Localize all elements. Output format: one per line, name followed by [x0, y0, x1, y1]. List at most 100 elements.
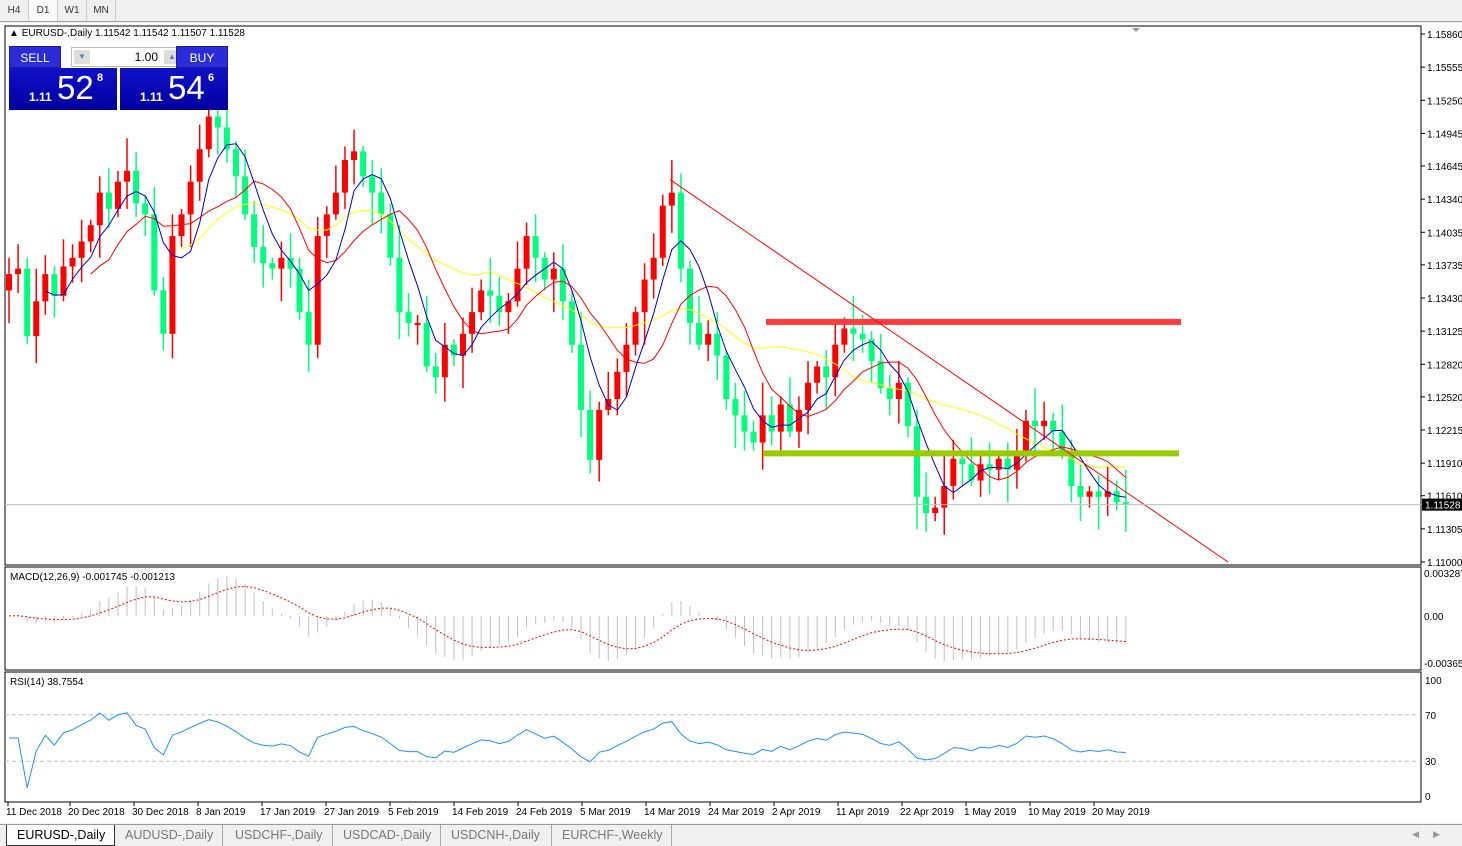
candle-body [323, 214, 330, 237]
chart-shift-marker-icon [1132, 28, 1140, 32]
candle-body [133, 170, 140, 204]
candle-body [6, 274, 12, 291]
candle-body [1050, 420, 1057, 432]
candle-body [868, 339, 875, 362]
candle-body [841, 328, 848, 345]
support-level-line[interactable] [763, 450, 1179, 457]
tab-usdcnh-daily[interactable]: USDCNH-,Daily [441, 825, 552, 846]
candle-body [995, 458, 1002, 470]
ma-mid-line [90, 180, 1127, 481]
candle-body [314, 236, 321, 345]
date-tick-label: 2 Apr 2019 [772, 807, 821, 818]
candle-body [559, 268, 566, 302]
candle-body [450, 344, 457, 356]
date-tick-label: 27 Jan 2019 [324, 807, 379, 818]
current-price-label: 1.11528 [1425, 501, 1461, 512]
macd-signal-line [8, 585, 1126, 655]
timeframe-d1[interactable]: D1 [29, 0, 58, 21]
price-tick-label: 1.12520 [1427, 393, 1462, 404]
timeframe-toolbar: H4 D1 W1 MN [0, 0, 1462, 22]
candle-body [24, 268, 31, 337]
current-price-box [1422, 498, 1462, 511]
candle-body [351, 151, 358, 161]
candle-body [360, 151, 367, 177]
tab-scroll-arrows-icon[interactable]: ◀▶ [1412, 829, 1454, 839]
resistance-level-line[interactable] [766, 318, 1181, 325]
candle-body [568, 301, 575, 345]
candle-body [932, 507, 939, 514]
price-tick-label: 1.14035 [1427, 228, 1462, 239]
candle-body [759, 415, 766, 443]
candle-body [341, 160, 348, 193]
price-tick-label: 1.12215 [1427, 426, 1462, 437]
lot-value[interactable]: 1.00 [134, 50, 158, 64]
date-tick-label: 1 May 2019 [964, 807, 1017, 818]
candle-body [814, 366, 821, 383]
candle-body [487, 290, 494, 296]
candle-body [777, 404, 784, 432]
buy-button[interactable]: BUY [176, 46, 228, 68]
ohlc-values: 1.11542 1.11542 1.11507 1.11528 [95, 28, 245, 39]
macd-tick-label: 0.00 [1424, 612, 1444, 623]
candle-body [169, 236, 176, 334]
collapse-triangle-icon[interactable]: ▲ [9, 28, 19, 39]
price-tick-label: 1.13735 [1427, 261, 1462, 272]
candle-body [614, 371, 621, 400]
buy-price-prefix: 1.11 [140, 90, 163, 104]
candle-body [750, 431, 757, 443]
tab-usdchf-daily[interactable]: USDCHF-,Daily [225, 825, 333, 846]
candle-body [460, 333, 466, 356]
date-tick-label: 17 Jan 2019 [260, 807, 315, 818]
candle-body [823, 366, 830, 378]
rsi-tick-label: 100 [1425, 676, 1442, 687]
price-chart[interactable]: 1.15860 1.15555 1.15250 1.14945 1.14645 1.143… [0, 23, 1462, 823]
candle-body [33, 301, 40, 337]
tab-eurchf-weekly[interactable]: EURCHF-,Weekly [552, 825, 672, 846]
main-panel-frame [4, 25, 1422, 566]
candle-body [251, 214, 258, 247]
candle-body [1095, 491, 1102, 497]
candle-body [432, 366, 439, 378]
sell-price[interactable]: 1.11 52 8 [9, 68, 117, 110]
candles [6, 83, 1129, 535]
candle-body [850, 328, 857, 334]
candle-body [278, 257, 285, 269]
candle-body [641, 279, 648, 313]
price-tick-label: 1.14340 [1427, 195, 1462, 206]
candle-body [895, 382, 902, 400]
chart-window[interactable]: 1.15860 1.15555 1.15250 1.14945 1.14645 1.143… [0, 23, 1462, 823]
candle-body [1004, 458, 1011, 470]
date-tick-label: 10 May 2019 [1028, 807, 1086, 818]
timeframe-h4[interactable]: H4 [0, 0, 29, 21]
timeframe-w1[interactable]: W1 [58, 0, 87, 21]
candle-body [414, 322, 421, 325]
tab-eurusd-daily[interactable]: EURUSD-,Daily [6, 825, 115, 846]
candle-body [160, 290, 167, 334]
price-tick-label: 1.11910 [1427, 459, 1462, 470]
descending-trendline[interactable] [669, 179, 1229, 563]
candle-body [1086, 491, 1093, 497]
tab-audusd-daily[interactable]: AUDUSD-,Daily [115, 825, 223, 846]
price-tick-label: 1.14945 [1427, 129, 1462, 140]
price-tick-label: 1.11305 [1427, 525, 1462, 536]
candle-body [1041, 420, 1048, 427]
date-tick-label: 24 Feb 2019 [516, 807, 573, 818]
date-tick-label: 14 Feb 2019 [452, 807, 509, 818]
lot-decrease-icon[interactable]: ▼ [74, 50, 90, 64]
candle-body [705, 333, 712, 345]
candle-body [741, 415, 748, 432]
symbol-label: EURUSD-,Daily [21, 28, 93, 39]
candle-body [959, 458, 966, 465]
timeframe-mn[interactable]: MN [87, 0, 116, 21]
candle-body [105, 192, 112, 209]
lot-size-input[interactable]: ▼ 1.00 ▲ [71, 47, 183, 67]
tab-usdcad-daily[interactable]: USDCAD-,Daily [333, 825, 441, 846]
candle-body [87, 225, 94, 242]
buy-price[interactable]: 1.11 54 6 [120, 68, 228, 110]
candle-body [396, 257, 403, 313]
sell-button[interactable]: SELL [9, 46, 61, 68]
candle-body [696, 322, 703, 345]
candle-body [187, 181, 194, 215]
candle-body [387, 214, 394, 258]
candle-body [441, 344, 448, 378]
